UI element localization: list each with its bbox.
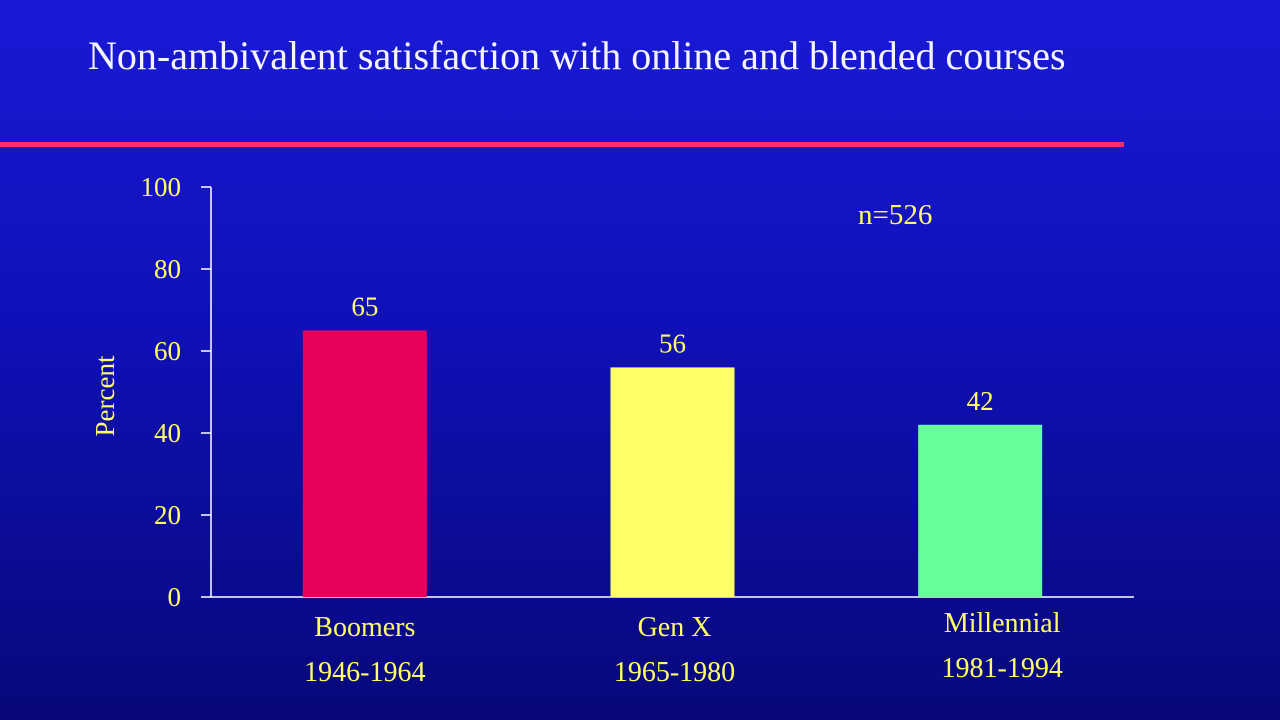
bar-boomers (302, 330, 427, 597)
bar-millennial (918, 424, 1043, 597)
data-labels: 65 56 42 (351, 292, 993, 416)
data-label: 65 (351, 292, 378, 322)
category-name: Millennial (944, 608, 1061, 639)
category-labels: Boomers 1946-1964 Gen X 1965-1980 Millennial… (304, 608, 1063, 688)
y-tick-label: 100 (141, 172, 182, 202)
y-tick-label: 40 (154, 418, 181, 448)
data-label: 42 (967, 386, 994, 416)
y-tick-label: 80 (154, 254, 181, 284)
category-name: Boomers (314, 612, 415, 643)
y-tick-label: 60 (154, 336, 181, 366)
y-tick-label: 20 (154, 500, 181, 530)
data-label: 56 (659, 328, 686, 358)
category-name: Gen X (638, 612, 712, 643)
bar-series (302, 330, 1043, 597)
bar-gen-x (610, 367, 735, 597)
sample-size-note: n=526 (858, 199, 932, 231)
y-axis: 0 20 40 60 80 100 (141, 172, 212, 612)
title-underline (0, 142, 1124, 147)
category-years: 1946-1964 (304, 657, 425, 688)
y-axis-label: Percent (90, 355, 120, 436)
y-tick-label: 0 (168, 582, 182, 612)
slide-title: Non-ambivalent satisfaction with online … (88, 33, 1066, 78)
category-years: 1981-1994 (942, 653, 1063, 684)
category-years: 1965-1980 (614, 657, 735, 688)
